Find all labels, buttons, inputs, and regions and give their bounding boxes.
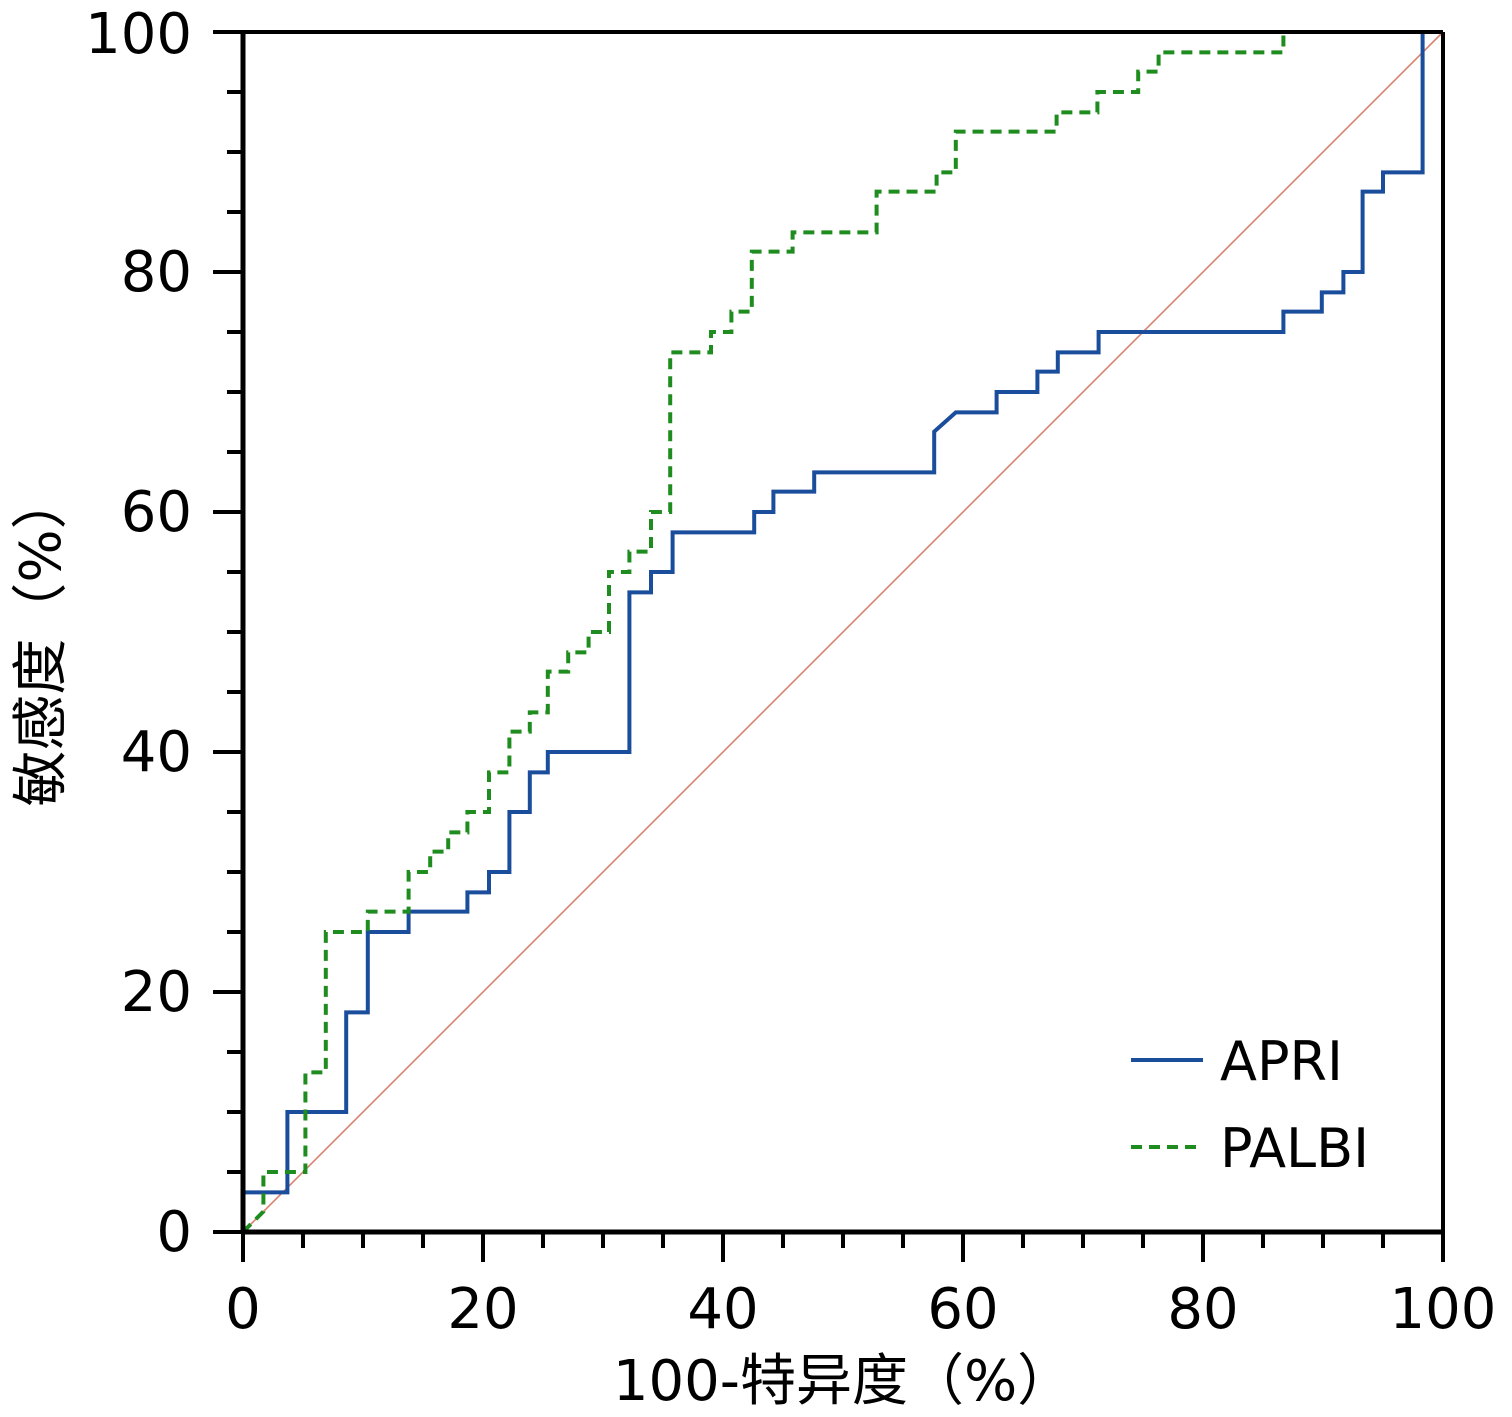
y-tick-label: 60: [121, 480, 192, 545]
y-tick-label: 80: [121, 240, 192, 305]
y-tick-label: 20: [121, 960, 192, 1025]
x-tick-label: 20: [447, 1277, 518, 1342]
y-tick-label: 0: [156, 1200, 192, 1265]
reference-diagonal-line: [242, 31, 1444, 1233]
legend-label-palbi: PALBI: [1220, 1117, 1369, 1180]
y-tick-label: 100: [85, 2, 192, 67]
x-tick-label: 60: [927, 1277, 998, 1342]
ticks-layer: [213, 30, 1445, 1262]
x-tick-label: 100: [1390, 1277, 1497, 1342]
x-tick-label: 40: [687, 1277, 758, 1342]
x-tick-label: 0: [225, 1277, 261, 1342]
reference-layer: [242, 31, 1444, 1233]
x-tick-label: 80: [1167, 1277, 1238, 1342]
series-line-apri: [241, 30, 1443, 1232]
legend-label-apri: APRI: [1220, 1030, 1343, 1093]
y-axis-title: 敏感度（%）: [9, 473, 74, 806]
legend: APRI PALBI: [1131, 1030, 1369, 1180]
series-layer: [241, 30, 1443, 1234]
x-axis-title: 100-特异度（%）: [613, 1349, 1073, 1414]
y-tick-label: 40: [121, 720, 192, 785]
